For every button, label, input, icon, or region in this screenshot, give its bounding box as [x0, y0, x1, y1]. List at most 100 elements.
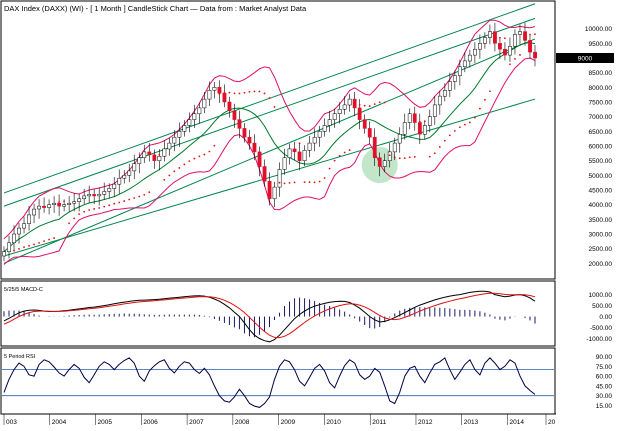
rsi-y-tick-label: 60.00: [596, 374, 613, 381]
psar-dot: [238, 92, 241, 95]
psar-dot: [348, 149, 351, 151]
psar-dot: [509, 63, 511, 66]
psar-dot: [328, 167, 331, 170]
psar-dot: [323, 177, 326, 179]
psar-dot: [438, 146, 441, 148]
psar-dot: [368, 105, 371, 107]
candle-body: [402, 122, 407, 135]
psar-dot: [233, 92, 236, 95]
candle-body: [217, 87, 222, 94]
candle-body: [107, 188, 112, 192]
psar-dot: [203, 153, 206, 156]
psar-dot: [268, 97, 271, 99]
psar-dot: [388, 154, 391, 157]
candle-body: [282, 157, 287, 170]
price-y-tick-label: 4500.00: [589, 188, 613, 195]
candle-body: [177, 131, 182, 138]
axis-layer: 10000.009500.009000.008500.008000.007500…: [1, 26, 614, 426]
candle-body: [442, 90, 447, 97]
x-axis-label: 2005: [98, 419, 113, 426]
price-panel-frame: [0, 0, 556, 280]
candle-body: [127, 170, 132, 176]
candle-body: [347, 98, 352, 106]
rsi-y-tick-label: 90.00: [596, 354, 613, 361]
candle-body: [12, 233, 16, 244]
x-axis-label: 20: [548, 419, 556, 426]
psar-dot: [358, 103, 361, 106]
price-y-tick-label: 6500.00: [589, 129, 613, 136]
psar-dot: [178, 167, 181, 169]
candle-body: [342, 104, 347, 110]
candle-body: [112, 183, 117, 189]
psar-dot: [53, 237, 55, 239]
psar-dot: [183, 163, 186, 166]
candle-body: [332, 113, 337, 120]
candle-body: [327, 119, 332, 126]
candle-body: [17, 227, 21, 235]
candle-body: [202, 98, 207, 109]
candle-body: [227, 101, 232, 112]
psar-dot: [489, 90, 491, 93]
candle-body: [37, 205, 41, 210]
candle-body: [57, 202, 62, 207]
psar-dot: [263, 92, 266, 95]
macd-panel-frame: [0, 280, 556, 347]
candle-body: [377, 157, 382, 167]
psar-dot: [473, 116, 476, 119]
macd-title: 5/25/5 MACD-C: [4, 287, 43, 293]
psar-dot: [143, 193, 146, 196]
candle-body: [372, 136, 377, 158]
macd-y-tick-label: 1000.00: [589, 292, 613, 299]
candle-body: [508, 46, 512, 56]
psar-dot: [163, 178, 166, 181]
psar-dot: [123, 200, 126, 202]
x-axis-label: 2013: [464, 419, 479, 426]
psar-dot: [168, 174, 171, 177]
candle-body: [483, 37, 487, 44]
psar-dot: [504, 37, 506, 40]
candle-body: [533, 51, 537, 59]
psar-dot: [413, 155, 416, 158]
macd-signal-line: [3, 292, 536, 339]
candle-body: [92, 194, 97, 197]
candle-body: [462, 60, 467, 68]
candle-body: [412, 113, 417, 123]
psar-dot: [223, 91, 226, 94]
price-y-tick-label: 10000.00: [585, 26, 612, 33]
price-y-tick-label: 8500.00: [589, 70, 613, 77]
psar-dot: [478, 107, 481, 110]
candle-body: [457, 66, 462, 76]
price-y-tick-label: 2500.00: [589, 246, 613, 253]
candle-body: [192, 113, 197, 120]
price-y-tick-label: 3500.00: [589, 217, 613, 224]
candle-body: [528, 40, 532, 53]
candle-body: [503, 48, 507, 56]
rsi-title: 5 Period RSI: [4, 354, 36, 360]
price-y-tick-label: 5000.00: [589, 173, 613, 180]
candle-body: [262, 166, 267, 182]
psar-dot: [398, 157, 401, 160]
psar-dot: [218, 93, 221, 95]
candle-body: [257, 151, 262, 167]
psar-dot: [243, 91, 246, 94]
candle-body: [122, 175, 127, 179]
psar-dot: [423, 120, 426, 123]
candle-body: [27, 214, 31, 224]
psar-dot: [308, 181, 311, 184]
price-y-tick-label: 2000.00: [589, 261, 613, 268]
candle-body: [167, 142, 172, 150]
bollinger-upper: [3, 19, 536, 240]
psar-dot: [193, 157, 196, 160]
candle-body: [523, 31, 527, 41]
psar-dot: [128, 198, 131, 201]
candle-body: [367, 128, 372, 138]
candle-body: [207, 90, 212, 100]
psar-dot: [288, 181, 291, 184]
psar-dot: [343, 151, 346, 154]
x-axis-label: 2006: [143, 419, 158, 426]
price-y-tick-label: 4000.00: [589, 202, 613, 209]
psar-dot: [13, 249, 15, 252]
candle-body: [187, 119, 192, 126]
